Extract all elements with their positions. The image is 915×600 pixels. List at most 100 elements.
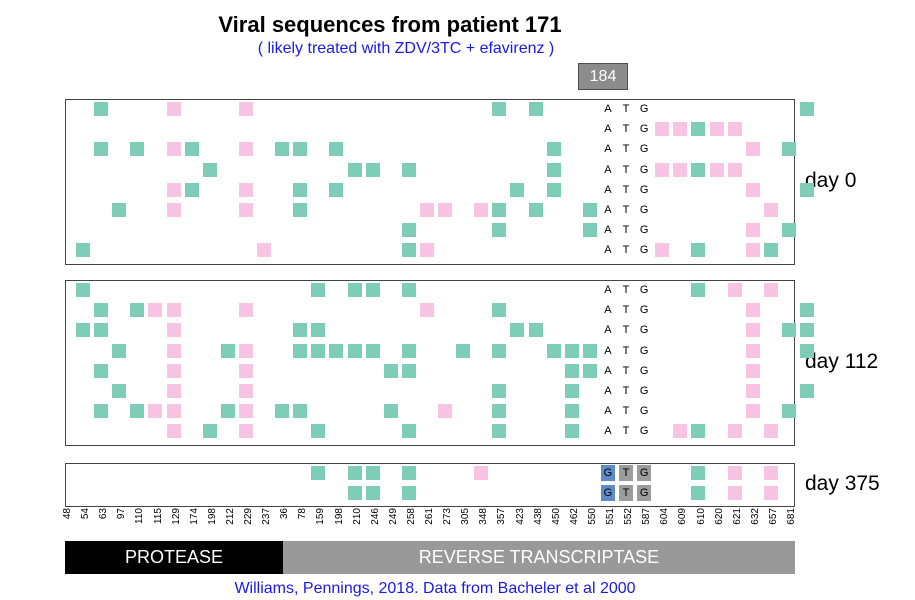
mutation-cell-green xyxy=(564,424,579,439)
nucleotide-label: G xyxy=(639,123,649,136)
mutation-cell-pink xyxy=(166,182,181,197)
mutation-cell-green xyxy=(564,404,579,419)
mutation-cell-pink xyxy=(238,384,253,398)
mutation-cell-green xyxy=(546,343,561,358)
position-tick-text: 246 xyxy=(369,508,381,525)
mutation-cell-pink xyxy=(474,466,489,480)
nucleotide-label: A xyxy=(604,385,612,397)
nucleotide-label: A xyxy=(604,204,612,216)
nucleotide-label: G xyxy=(639,425,649,438)
position-tick-text: 551 xyxy=(605,508,616,525)
mutation-cell-pink xyxy=(727,162,742,177)
mutation-cell-green xyxy=(546,142,561,157)
mutation-cell-green xyxy=(293,182,308,197)
mutation-cell-pink xyxy=(745,243,760,258)
nucleotide-label: T xyxy=(622,284,630,296)
mutation-cell-pink xyxy=(763,283,778,297)
mutation-cell-pink xyxy=(166,404,181,419)
mutation-cell-pink xyxy=(238,343,253,358)
mutation-cell-green xyxy=(492,424,507,439)
mutation-cell-green xyxy=(781,142,796,157)
position-tick-text: 97 xyxy=(116,508,128,520)
mutation-cell-pink xyxy=(655,162,670,177)
mutation-cell-pink xyxy=(673,162,688,177)
mutation-cell-green xyxy=(800,323,814,338)
mutation-cell-pink xyxy=(148,303,163,318)
position-tick-text: 48 xyxy=(62,508,73,520)
position-tick-text: 249 xyxy=(387,508,399,525)
nucleotide-label: G xyxy=(639,284,649,296)
position-tick-text: 159 xyxy=(315,508,327,525)
mutation-cell-green xyxy=(311,424,326,439)
mutation-cell-green xyxy=(691,162,706,177)
mutation-cell-green xyxy=(800,102,814,116)
mutation-cell-green xyxy=(564,384,579,398)
mutation-cell-green xyxy=(94,102,109,116)
mutation-cell-pink xyxy=(438,203,452,217)
mutation-cell-green xyxy=(130,142,145,157)
mutation-cell-green xyxy=(401,424,416,439)
mutation-cell-green xyxy=(564,363,579,378)
position-tick-text: 78 xyxy=(297,508,309,520)
nucleotide-label: G xyxy=(639,304,649,317)
mutation-cell-green xyxy=(130,404,145,419)
mutation-cell-green xyxy=(311,323,326,338)
nucleotide-label: G xyxy=(639,143,649,156)
mutation-cell-pink xyxy=(166,363,181,378)
nucleotide-label: T xyxy=(622,304,630,317)
position-tick-text: 115 xyxy=(152,508,164,524)
credit-text: Williams, Pennings, 2018. Data from Bach… xyxy=(234,580,636,597)
position-tick-text: 423 xyxy=(514,508,526,525)
position-tick-text: 261 xyxy=(424,508,435,525)
mutation-cell-green xyxy=(800,343,814,358)
panel-label: day 112 xyxy=(805,349,879,373)
nucleotide-label: G xyxy=(639,244,649,257)
mutation-cell-green xyxy=(510,182,525,197)
mutation-cell-green xyxy=(184,182,199,197)
nucleotide-label: G xyxy=(639,385,649,397)
mutation-cell-green xyxy=(76,243,90,258)
position-tick-text: 212 xyxy=(224,508,236,525)
nucleotide-label: A xyxy=(604,103,612,115)
position-tick-text: 552 xyxy=(623,508,635,525)
mutation-cell-pink xyxy=(238,404,253,419)
mutation-cell-pink xyxy=(745,404,760,419)
mutation-cell-pink xyxy=(655,243,670,258)
mutation-cell-green xyxy=(365,343,380,358)
mutation-cell-green xyxy=(112,384,127,398)
mutation-cell-green xyxy=(492,102,507,116)
mutation-cell-green xyxy=(329,182,344,197)
nucleotide-label: T xyxy=(622,143,630,156)
mutation-cell-green xyxy=(401,363,416,378)
position-tick-text: 198 xyxy=(206,508,218,525)
mutation-cell-pink xyxy=(238,303,253,318)
position-tick-text: 229 xyxy=(243,508,254,525)
mutation-cell-green xyxy=(202,162,217,177)
position-tick-text: 273 xyxy=(442,508,454,525)
nucleotide-label: A xyxy=(604,163,612,176)
nucleotide-label: G xyxy=(639,163,649,176)
position-tick-text: 450 xyxy=(550,508,562,525)
nucleotide-label: T xyxy=(622,324,630,337)
nucleotide-label: G xyxy=(639,344,649,357)
panel-day-375 xyxy=(65,463,795,508)
position-tick-text: 63 xyxy=(98,508,110,520)
codon-184-marker: 184 xyxy=(578,63,628,90)
mutation-cell-green xyxy=(691,466,706,480)
position-tick-text: 462 xyxy=(568,508,580,525)
nucleotide-label: G xyxy=(639,183,649,196)
nucleotide-label: A xyxy=(604,344,612,357)
mutation-cell-pink xyxy=(238,182,253,197)
position-tick-text: 348 xyxy=(478,508,490,525)
mutation-cell-green xyxy=(401,162,416,177)
mutation-cell-green xyxy=(293,142,308,157)
mutation-cell-green xyxy=(76,323,90,338)
mutation-cell-green xyxy=(347,343,362,358)
mutation-cell-green xyxy=(401,283,416,297)
mutation-cell-pink xyxy=(709,122,724,137)
position-tick-text: 54 xyxy=(80,508,92,520)
protease-region-bar: PROTEASE xyxy=(65,541,283,574)
mutation-cell-green xyxy=(293,404,308,419)
chart-title: Viral sequences from patient 171 xyxy=(218,12,562,37)
mutation-cell-pink xyxy=(166,424,181,439)
